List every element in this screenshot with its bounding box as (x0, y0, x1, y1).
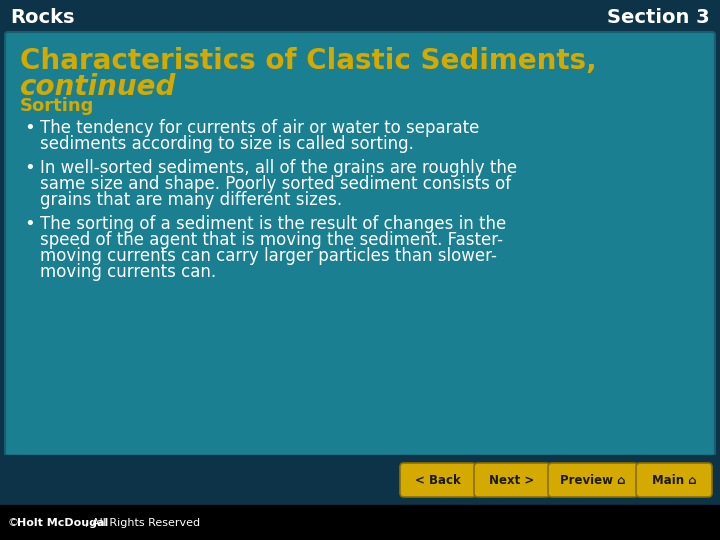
Text: same size and shape. Poorly sorted sediment consists of: same size and shape. Poorly sorted sedim… (40, 175, 511, 193)
FancyBboxPatch shape (636, 463, 712, 497)
Text: < Back: < Back (415, 474, 461, 487)
Text: Main ⌂: Main ⌂ (652, 474, 696, 487)
Text: speed of the agent that is moving the sediment. Faster-: speed of the agent that is moving the se… (40, 231, 503, 249)
Bar (0, 455, 720, 505)
Text: ©: © (8, 517, 22, 528)
Bar (0, 505, 720, 540)
Text: •: • (24, 215, 35, 233)
Text: moving currents can carry larger particles than slower-: moving currents can carry larger particl… (40, 247, 497, 265)
Text: Holt McDougal: Holt McDougal (17, 517, 108, 528)
Text: Preview ⌂: Preview ⌂ (560, 474, 626, 487)
Text: moving currents can.: moving currents can. (40, 263, 216, 281)
Text: continued: continued (20, 73, 176, 101)
Text: The tendency for currents of air or water to separate: The tendency for currents of air or wate… (40, 119, 480, 137)
FancyBboxPatch shape (548, 463, 638, 497)
Text: , All Rights Reserved: , All Rights Reserved (85, 517, 200, 528)
FancyBboxPatch shape (5, 32, 715, 458)
FancyBboxPatch shape (400, 463, 476, 497)
Text: Next >: Next > (490, 474, 535, 487)
Text: grains that are many different sizes.: grains that are many different sizes. (40, 191, 342, 209)
Text: •: • (24, 159, 35, 177)
Text: Section 3: Section 3 (608, 8, 710, 27)
Text: In well-sorted sediments, all of the grains are roughly the: In well-sorted sediments, all of the gra… (40, 159, 517, 177)
Text: Rocks: Rocks (10, 8, 74, 27)
Text: The sorting of a sediment is the result of changes in the: The sorting of a sediment is the result … (40, 215, 506, 233)
FancyBboxPatch shape (474, 463, 550, 497)
Text: sediments according to size is called sorting.: sediments according to size is called so… (40, 135, 414, 153)
Text: Sorting: Sorting (20, 97, 94, 115)
Bar (0, 0, 720, 35)
Text: •: • (24, 119, 35, 137)
Text: Characteristics of Clastic Sediments,: Characteristics of Clastic Sediments, (20, 47, 597, 75)
